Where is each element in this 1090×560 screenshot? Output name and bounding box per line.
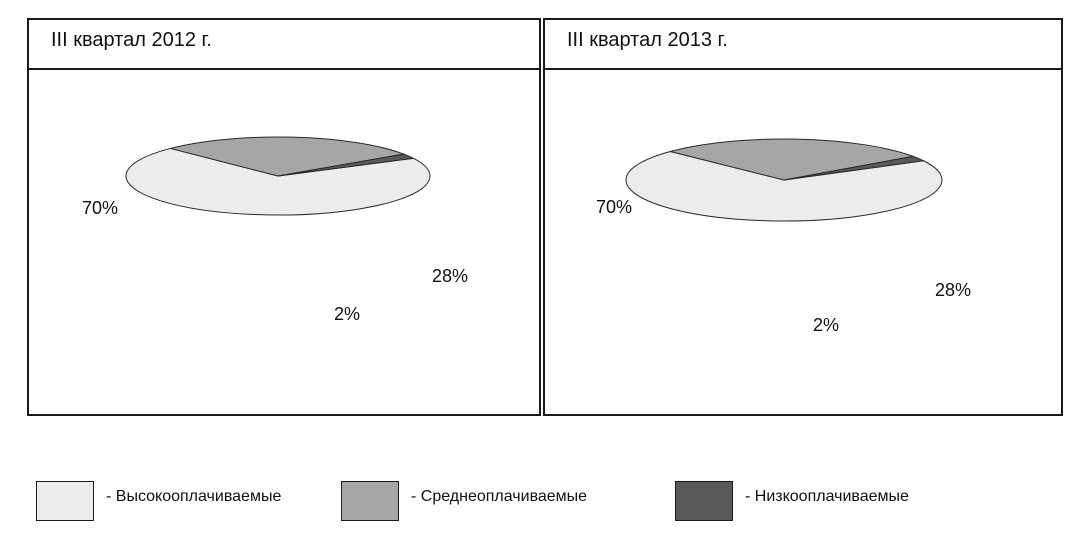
panel-header: III квартал 2013 г. (545, 20, 1061, 70)
legend-swatch-low (675, 481, 733, 521)
legend-swatch-high (36, 481, 94, 521)
legend-label-high: - Высокооплачиваемые (106, 488, 282, 505)
legend-label-mid: - Среднеоплачиваемые (411, 488, 588, 505)
pie-slice-low (783, 155, 926, 181)
pie-label-low: 2% (813, 315, 839, 335)
legend-label-low: - Низкооплачиваемые (745, 488, 909, 505)
chart-title: III квартал 2012 г. (51, 29, 212, 51)
pie-slice-mid (668, 138, 916, 181)
pie-slice-high (625, 151, 943, 222)
legend-swatch-mid (341, 481, 399, 521)
pie-label-high: 70% (82, 198, 118, 218)
pie-chart-2013: 70% 28% 2% (596, 138, 971, 335)
chart-panel-2013: III квартал 2013 г. 70% 28% 2% (543, 18, 1063, 416)
pie-label-high: 70% (596, 197, 632, 217)
pie-label-low: 2% (334, 304, 360, 324)
pie-slice-low (277, 153, 416, 177)
chart-title: III квартал 2013 г. (567, 29, 728, 51)
pie-label-mid: 28% (432, 266, 468, 286)
pie-slice-mid (170, 136, 406, 177)
pie-chart-2012: 70% 28% 2% (82, 136, 468, 324)
pie-label-mid: 28% (935, 280, 971, 300)
pie-slice-high (125, 147, 431, 216)
chart-panel-2012: III квартал 2012 г. 70% 28% 2% (27, 18, 541, 416)
panel-header: III квартал 2012 г. (29, 20, 539, 70)
